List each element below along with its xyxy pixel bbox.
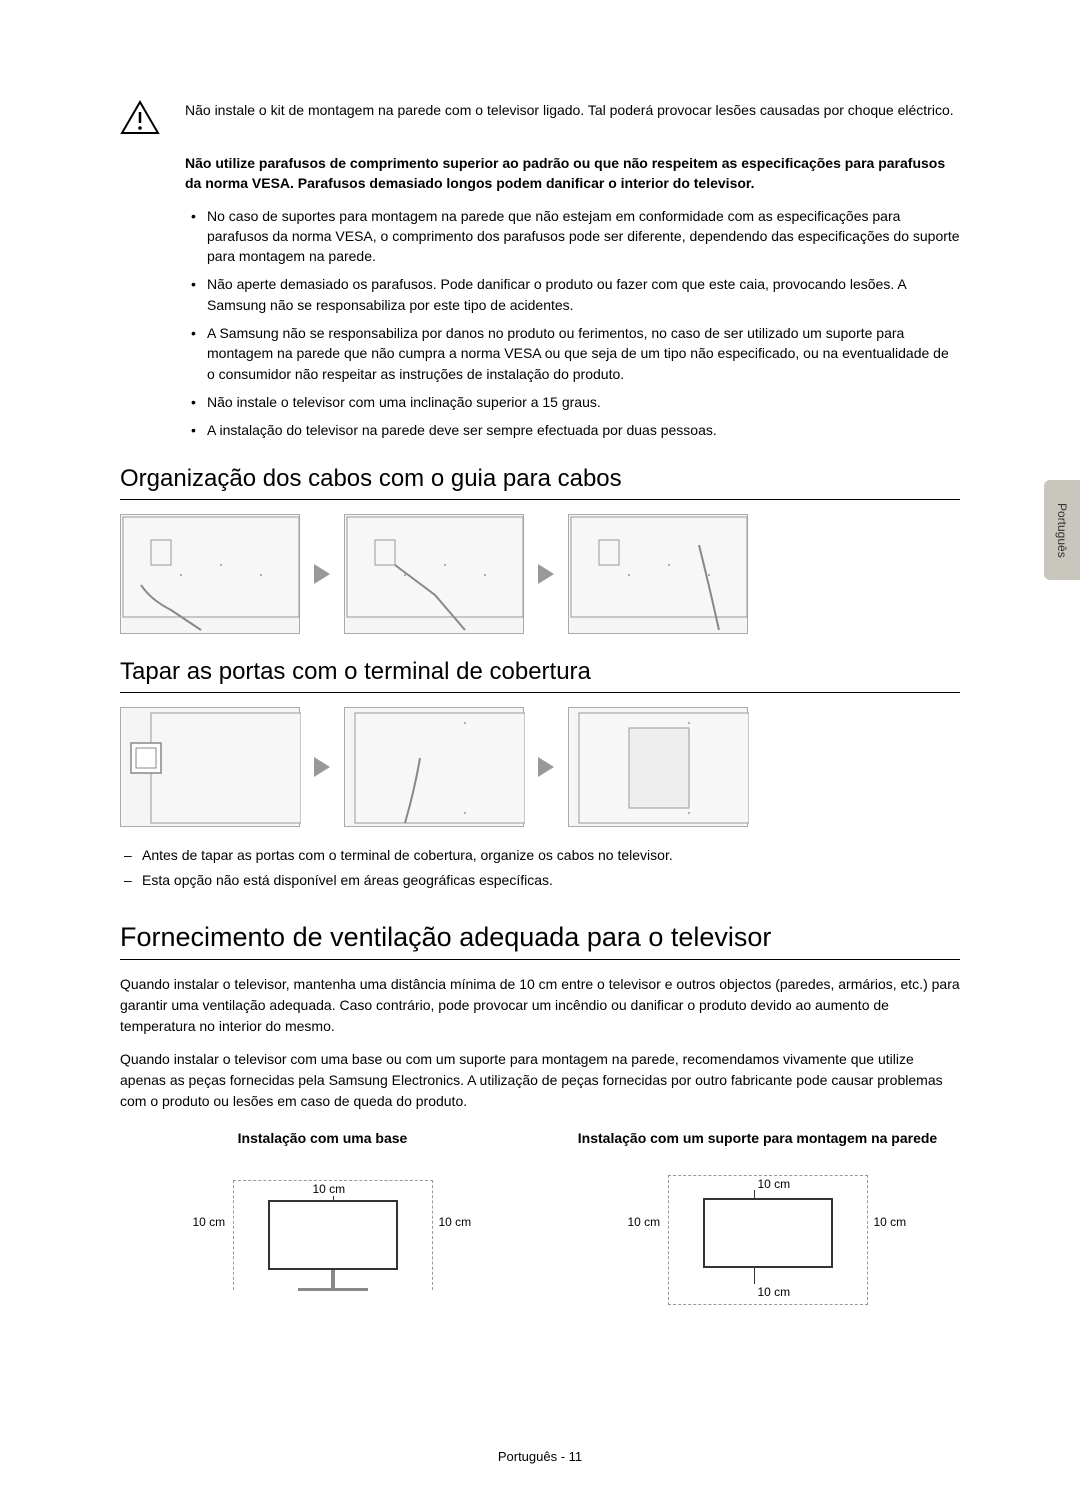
warning-triangle-icon bbox=[120, 100, 160, 135]
arrow-right-icon bbox=[538, 757, 554, 777]
dim-label: 10 cm bbox=[193, 1215, 226, 1229]
bullet-item: A Samsung não se responsabiliza por dano… bbox=[185, 323, 960, 384]
heading-cover: Tapar as portas com o terminal de cobert… bbox=[120, 658, 960, 693]
tv-side-panel-icon bbox=[344, 707, 524, 827]
arrow-right-icon bbox=[314, 564, 330, 584]
dim-label: 10 cm bbox=[313, 1182, 346, 1196]
language-tab: Português bbox=[1044, 480, 1080, 580]
tv-back-panel-icon bbox=[120, 514, 300, 634]
bullet-item: No caso de suportes para montagem na par… bbox=[185, 206, 960, 267]
note-item: Antes de tapar as portas com o terminal … bbox=[120, 845, 960, 867]
tv-back-panel-icon bbox=[568, 514, 748, 634]
warning-details: Não utilize parafusos de comprimento sup… bbox=[120, 153, 960, 441]
cover-diagram-row bbox=[120, 707, 960, 827]
warning-para1: Não instale o kit de montagem na parede … bbox=[185, 100, 960, 135]
warning-bullets: No caso de suportes para montagem na par… bbox=[185, 206, 960, 441]
heading-ventilation: Fornecimento de ventilação adequada para… bbox=[120, 922, 960, 960]
diagram-stand-title: Instalação com uma base bbox=[120, 1130, 525, 1146]
vent-para2: Quando instalar o televisor com uma base… bbox=[120, 1049, 960, 1112]
dim-label: 10 cm bbox=[758, 1285, 791, 1299]
dim-label: 10 cm bbox=[439, 1215, 472, 1229]
language-tab-label: Português bbox=[1055, 503, 1069, 558]
warning-para2: Não utilize parafusos de comprimento sup… bbox=[185, 153, 960, 194]
cover-notes: Antes de tapar as portas com o terminal … bbox=[120, 845, 960, 892]
note-item: Esta opção não está disponível em áreas … bbox=[120, 870, 960, 892]
arrow-right-icon bbox=[538, 564, 554, 584]
warning-block: Não instale o kit de montagem na parede … bbox=[120, 100, 960, 135]
bullet-item: Não aperte demasiado os parafusos. Pode … bbox=[185, 274, 960, 315]
tv-back-panel-icon bbox=[344, 514, 524, 634]
ventilation-diagrams: Instalação com uma base 10 cm 10 cm 10 c… bbox=[120, 1130, 960, 1310]
dim-label: 10 cm bbox=[874, 1215, 907, 1229]
bullet-item: A instalação do televisor na parede deve… bbox=[185, 420, 960, 440]
tv-side-panel-icon bbox=[120, 707, 300, 827]
diagram-stand: Instalação com uma base 10 cm 10 cm 10 c… bbox=[120, 1130, 525, 1310]
arrow-right-icon bbox=[314, 757, 330, 777]
page-footer: Português - 11 bbox=[0, 1449, 1080, 1464]
bullet-item: Não instale o televisor com uma inclinaç… bbox=[185, 392, 960, 412]
dim-label: 10 cm bbox=[758, 1177, 791, 1191]
cable-diagram-row bbox=[120, 514, 960, 634]
tv-side-panel-icon bbox=[568, 707, 748, 827]
dim-label: 10 cm bbox=[628, 1215, 661, 1229]
diagram-wall: Instalação com um suporte para montagem … bbox=[555, 1130, 960, 1310]
vent-para1: Quando instalar o televisor, mantenha um… bbox=[120, 974, 960, 1037]
diagram-wall-title: Instalação com um suporte para montagem … bbox=[555, 1130, 960, 1146]
heading-cables: Organização dos cabos com o guia para ca… bbox=[120, 465, 960, 500]
